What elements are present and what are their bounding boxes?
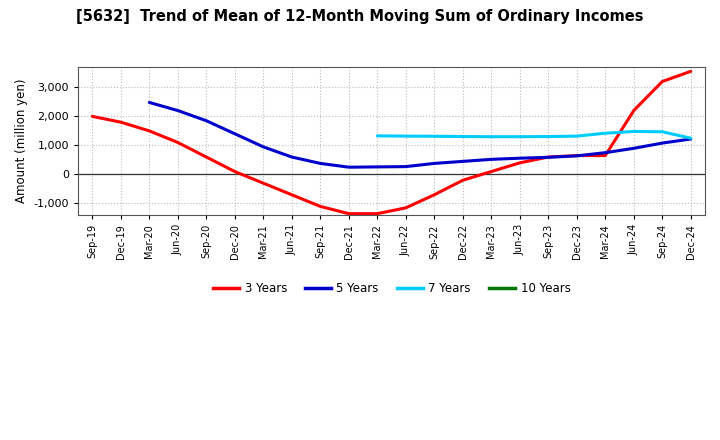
5 Years bbox=[373, 164, 382, 169]
3 Years bbox=[572, 153, 581, 158]
5 Years bbox=[259, 144, 268, 150]
3 Years bbox=[117, 120, 125, 125]
3 Years bbox=[601, 153, 610, 158]
3 Years bbox=[516, 160, 524, 165]
3 Years bbox=[544, 154, 552, 160]
3 Years bbox=[373, 211, 382, 216]
Line: 3 Years: 3 Years bbox=[92, 71, 690, 214]
Y-axis label: Amount (million yen): Amount (million yen) bbox=[15, 79, 28, 203]
7 Years bbox=[658, 129, 667, 134]
7 Years bbox=[601, 131, 610, 136]
5 Years bbox=[145, 100, 153, 105]
3 Years bbox=[658, 79, 667, 84]
5 Years bbox=[430, 161, 438, 166]
3 Years bbox=[259, 180, 268, 186]
3 Years bbox=[487, 169, 495, 174]
5 Years bbox=[316, 161, 325, 166]
5 Years bbox=[658, 140, 667, 146]
3 Years bbox=[459, 178, 467, 183]
3 Years bbox=[145, 128, 153, 133]
7 Years bbox=[544, 134, 552, 139]
5 Years bbox=[686, 136, 695, 142]
3 Years bbox=[230, 169, 239, 174]
5 Years bbox=[544, 155, 552, 160]
5 Years bbox=[202, 118, 211, 123]
7 Years bbox=[629, 129, 638, 134]
7 Years bbox=[487, 134, 495, 139]
3 Years bbox=[202, 154, 211, 160]
3 Years bbox=[287, 192, 296, 198]
5 Years bbox=[344, 165, 353, 170]
5 Years bbox=[516, 156, 524, 161]
5 Years bbox=[459, 159, 467, 164]
5 Years bbox=[402, 164, 410, 169]
3 Years bbox=[402, 205, 410, 210]
Line: 5 Years: 5 Years bbox=[149, 103, 690, 167]
3 Years bbox=[686, 69, 695, 74]
5 Years bbox=[230, 131, 239, 136]
7 Years bbox=[516, 134, 524, 139]
5 Years bbox=[174, 108, 182, 113]
7 Years bbox=[430, 134, 438, 139]
3 Years bbox=[88, 114, 96, 119]
7 Years bbox=[402, 133, 410, 139]
5 Years bbox=[287, 154, 296, 160]
7 Years bbox=[686, 136, 695, 141]
5 Years bbox=[487, 157, 495, 162]
Text: [5632]  Trend of Mean of 12-Month Moving Sum of Ordinary Incomes: [5632] Trend of Mean of 12-Month Moving … bbox=[76, 9, 644, 24]
3 Years bbox=[316, 204, 325, 209]
7 Years bbox=[459, 134, 467, 139]
Legend: 3 Years, 5 Years, 7 Years, 10 Years: 3 Years, 5 Years, 7 Years, 10 Years bbox=[208, 277, 575, 300]
5 Years bbox=[572, 153, 581, 158]
3 Years bbox=[430, 192, 438, 198]
5 Years bbox=[629, 146, 638, 151]
3 Years bbox=[344, 211, 353, 216]
7 Years bbox=[572, 133, 581, 139]
3 Years bbox=[174, 140, 182, 145]
Line: 7 Years: 7 Years bbox=[377, 132, 690, 138]
3 Years bbox=[629, 108, 638, 113]
5 Years bbox=[601, 150, 610, 155]
7 Years bbox=[373, 133, 382, 139]
